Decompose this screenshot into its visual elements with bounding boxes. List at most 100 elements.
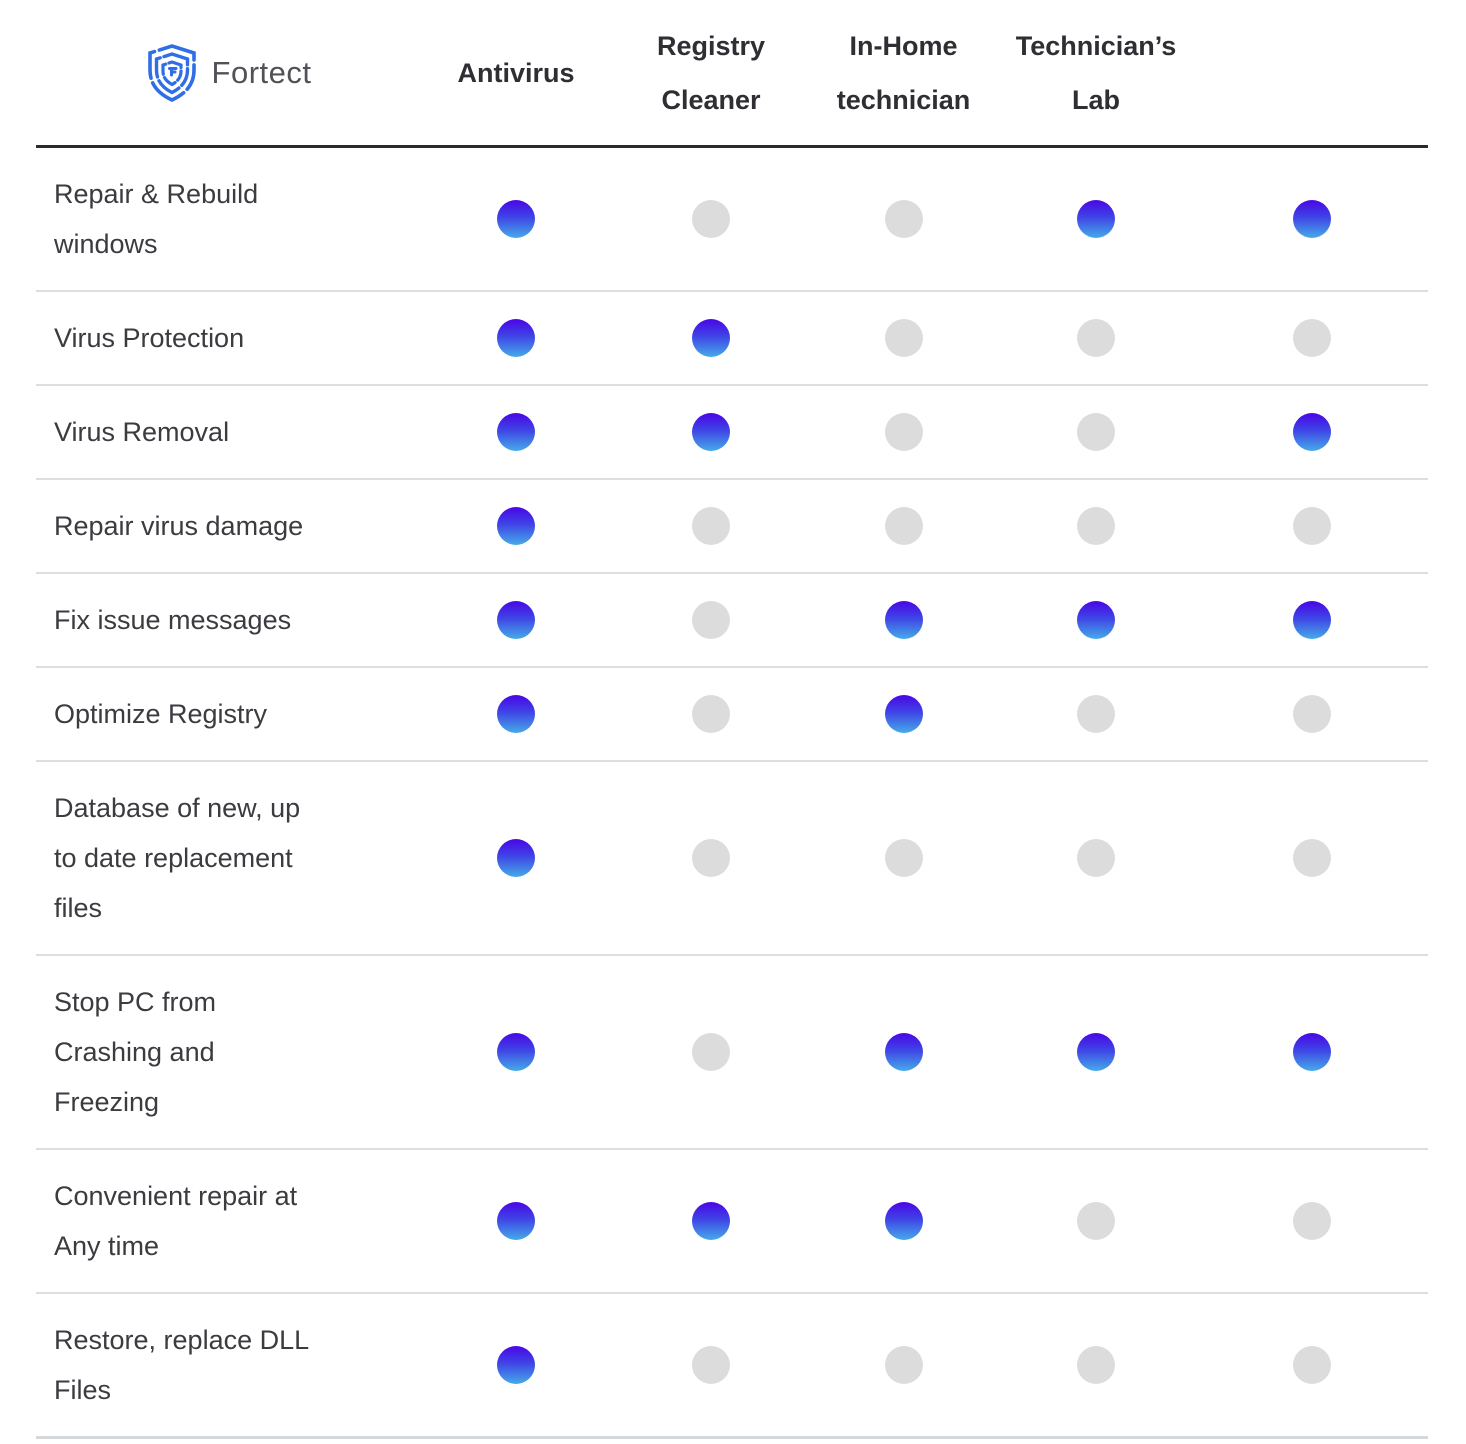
feature-included-dot <box>497 413 535 451</box>
feature-value-cell <box>421 1033 611 1071</box>
feature-included-dot <box>1293 413 1331 451</box>
feature-excluded-dot <box>692 1033 730 1071</box>
feature-included-dot <box>497 1033 535 1071</box>
feature-value-cell <box>996 839 1196 877</box>
table-row: Virus Protection <box>36 292 1428 386</box>
feature-value-cell <box>1196 1033 1428 1071</box>
feature-excluded-dot <box>1077 695 1115 733</box>
feature-excluded-dot <box>1077 839 1115 877</box>
feature-value-cell <box>421 1346 611 1384</box>
feature-value-cell <box>1196 1202 1428 1240</box>
feature-value-cell <box>421 839 611 877</box>
feature-value-cell <box>611 1033 811 1071</box>
table-row: Convenient repair at Any time <box>36 1150 1428 1294</box>
feature-value-cell <box>811 319 996 357</box>
feature-label: Convenient repair at Any time <box>54 1181 298 1261</box>
feature-value-cell <box>611 319 811 357</box>
feature-excluded-dot <box>884 507 923 545</box>
feature-value-cell <box>611 1346 811 1384</box>
feature-excluded-dot <box>1293 319 1331 357</box>
feature-included-dot <box>692 413 730 451</box>
feature-excluded-dot <box>1293 695 1331 733</box>
feature-included-dot <box>497 507 535 545</box>
feature-label: Repair virus damage <box>54 511 304 541</box>
feature-included-dot <box>1293 1033 1331 1071</box>
feature-excluded-dot <box>1293 839 1331 877</box>
feature-value-cell <box>611 695 811 733</box>
feature-value-cell <box>996 601 1196 639</box>
feature-value-cell <box>996 200 1196 238</box>
feature-value-cell <box>611 507 811 545</box>
feature-excluded-dot <box>692 1346 730 1384</box>
feature-included-dot <box>884 601 923 639</box>
table-row: Repair virus damage <box>36 480 1428 574</box>
feature-value-cell <box>1196 1346 1428 1384</box>
feature-included-dot <box>1077 200 1115 238</box>
feature-value-cell <box>611 601 811 639</box>
table-row: Database of new, up to date replacement … <box>36 762 1428 956</box>
feature-label: Virus Removal <box>54 417 230 447</box>
table-row: Fix issue messages <box>36 574 1428 668</box>
column-header-in-home-technician: In-Home technician <box>836 30 971 115</box>
feature-value-cell <box>611 1202 811 1240</box>
feature-value-cell <box>811 1346 996 1384</box>
fortect-shield-icon <box>147 43 196 102</box>
table-row: Virus Removal <box>36 386 1428 480</box>
feature-included-dot <box>884 1202 923 1240</box>
feature-excluded-dot <box>692 601 730 639</box>
feature-value-cell <box>1196 319 1428 357</box>
feature-value-cell <box>811 1202 996 1240</box>
feature-value-cell <box>811 507 996 545</box>
feature-excluded-dot <box>1077 1346 1115 1384</box>
feature-included-dot <box>497 200 535 238</box>
feature-excluded-dot <box>692 200 730 238</box>
feature-included-dot <box>497 601 535 639</box>
feature-label: Stop PC from Crashing and Freezing <box>54 987 217 1117</box>
comparison-table-body: Repair & Rebuild windows Virus Protection… <box>36 148 1428 1439</box>
table-row: Restore, replace DLL Files <box>36 1294 1428 1439</box>
feature-value-cell <box>421 413 611 451</box>
feature-label: Repair & Rebuild windows <box>54 179 259 259</box>
feature-value-cell <box>811 601 996 639</box>
feature-value-cell <box>996 319 1196 357</box>
feature-included-dot <box>1293 601 1331 639</box>
feature-excluded-dot <box>1077 1202 1115 1240</box>
feature-included-dot <box>884 695 923 733</box>
feature-label: Optimize Registry <box>54 699 268 729</box>
feature-excluded-dot <box>1077 507 1115 545</box>
feature-value-cell <box>421 695 611 733</box>
feature-value-cell <box>1196 200 1428 238</box>
feature-included-dot <box>884 1033 923 1071</box>
feature-value-cell <box>996 1033 1196 1071</box>
feature-included-dot <box>497 695 535 733</box>
feature-value-cell <box>996 413 1196 451</box>
feature-included-dot <box>692 319 730 357</box>
column-header-antivirus: Antivirus <box>457 57 575 88</box>
feature-excluded-dot <box>884 839 923 877</box>
feature-excluded-dot <box>692 839 730 877</box>
column-header-fortect: Fortect <box>36 43 421 103</box>
column-header-registry-cleaner: Registry Cleaner <box>656 30 766 115</box>
feature-value-cell <box>996 695 1196 733</box>
feature-value-cell <box>421 507 611 545</box>
feature-value-cell <box>811 1033 996 1071</box>
feature-value-cell <box>421 1202 611 1240</box>
feature-value-cell <box>996 1346 1196 1384</box>
feature-label: Fix issue messages <box>54 605 292 635</box>
feature-excluded-dot <box>884 319 923 357</box>
feature-value-cell <box>1196 839 1428 877</box>
feature-value-cell <box>1196 413 1428 451</box>
feature-value-cell <box>811 839 996 877</box>
feature-included-dot <box>1293 200 1331 238</box>
table-row: Stop PC from Crashing and Freezing <box>36 956 1428 1150</box>
feature-value-cell <box>811 413 996 451</box>
feature-value-cell <box>421 200 611 238</box>
feature-label: Database of new, up to date replacement … <box>54 793 301 923</box>
column-header-technicians-lab: Technician’s Lab <box>1015 30 1177 115</box>
feature-value-cell <box>611 413 811 451</box>
feature-excluded-dot <box>692 507 730 545</box>
feature-included-dot <box>1077 1033 1115 1071</box>
feature-value-cell <box>611 839 811 877</box>
feature-included-dot <box>497 1202 535 1240</box>
feature-value-cell <box>1196 695 1428 733</box>
